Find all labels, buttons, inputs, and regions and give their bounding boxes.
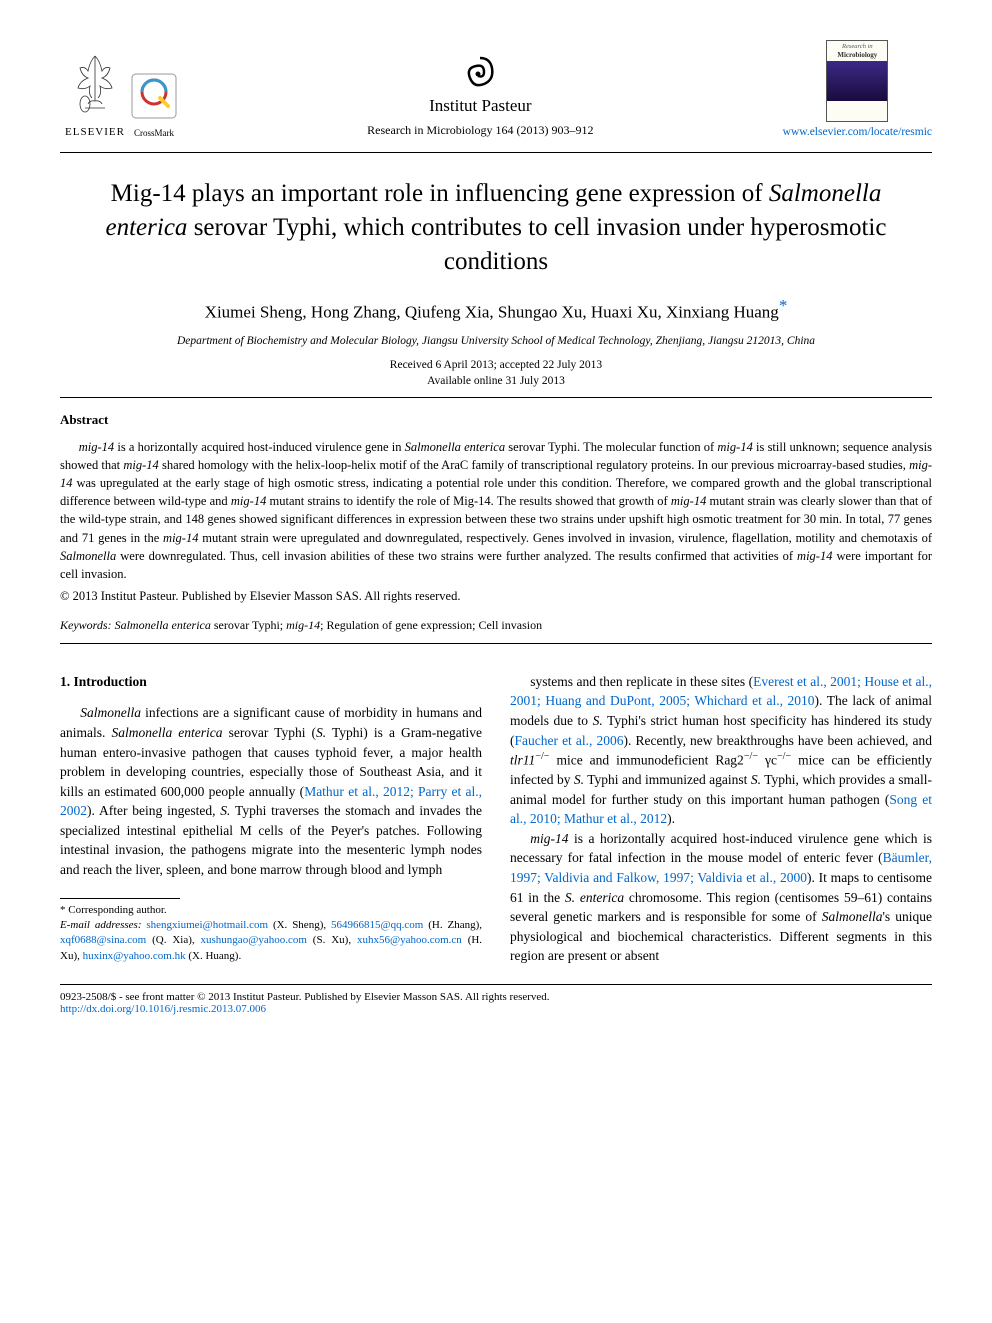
abstract-copyright: © 2013 Institut Pasteur. Published by El… xyxy=(60,589,932,604)
pasteur-spiral-icon xyxy=(458,52,502,96)
post-abstract-rule xyxy=(60,643,932,644)
pasteur-logo: Institut Pasteur xyxy=(390,49,570,119)
abstract-heading: Abstract xyxy=(60,412,932,428)
keywords-label: Keywords: xyxy=(60,618,112,632)
elsevier-logo-box: ELSEVIER xyxy=(60,46,130,138)
citation-journal: Research in Microbiology 164 (2013) 903–… xyxy=(367,123,593,137)
corresponding-author-label: * Corresponding author. xyxy=(60,903,482,918)
footnote-block: * Corresponding author. E-mail addresses… xyxy=(60,903,482,965)
email-hxu[interactable]: xuhx56@yahoo.com.cn xyxy=(357,934,462,946)
doi-link[interactable]: http://dx.doi.org/10.1016/j.resmic.2013.… xyxy=(60,1003,932,1015)
email-addresses: E-mail addresses: shengxiumei@hotmail.co… xyxy=(60,918,482,964)
intro-para-1-right: systems and then replicate in these site… xyxy=(510,672,932,829)
footnote-rule xyxy=(60,898,180,899)
header-rule xyxy=(60,152,932,153)
corresponding-mark[interactable]: * xyxy=(779,296,788,315)
footer-rule xyxy=(60,984,932,985)
crossmark-icon xyxy=(130,68,178,124)
email-zhang[interactable]: 564966815@qq.com xyxy=(331,919,423,931)
affiliation: Department of Biochemistry and Molecular… xyxy=(60,335,932,347)
email-sheng[interactable]: shengxiumei@hotmail.com xyxy=(146,919,268,931)
authors-line: Xiumei Sheng, Hong Zhang, Qiufeng Xia, S… xyxy=(60,296,932,323)
online-date: Available online 31 July 2013 xyxy=(60,375,932,387)
journal-cover-icon: Research in Microbiology xyxy=(826,40,888,122)
right-column: systems and then replicate in these site… xyxy=(510,672,932,966)
abstract-body: mig-14 is a horizontally acquired host-i… xyxy=(60,438,932,583)
pasteur-citation-block: Institut Pasteur Research in Microbiolog… xyxy=(178,49,783,138)
intro-heading: 1. Introduction xyxy=(60,672,482,692)
citation-line[interactable]: Research in Microbiology 164 (2013) 903–… xyxy=(367,123,593,138)
crossmark-logo-box[interactable]: CrossMark xyxy=(130,68,178,138)
email-xia[interactable]: xqf0688@sina.com xyxy=(60,934,146,946)
authors-text: Xiumei Sheng, Hong Zhang, Qiufeng Xia, S… xyxy=(205,303,779,322)
email-huang[interactable]: huxinx@yahoo.com.hk xyxy=(83,950,186,962)
crossmark-label: CrossMark xyxy=(134,128,174,138)
elsevier-tree-icon xyxy=(60,46,130,124)
elsevier-label: ELSEVIER xyxy=(65,126,125,138)
body-columns: 1. Introduction Salmonella infections ar… xyxy=(60,672,932,966)
received-accepted-date: Received 6 April 2013; accepted 22 July … xyxy=(60,359,932,371)
ref-song-mathur[interactable]: Song et al., 2010; Mathur et al., 2012 xyxy=(510,792,932,827)
journal-cover-box: Research in Microbiology www.elsevier.co… xyxy=(783,40,932,138)
header-logos-row: ELSEVIER CrossMark Institut Pasteur Rese… xyxy=(60,40,932,138)
article-title: Mig-14 plays an important role in influe… xyxy=(80,177,912,278)
cover-text2: Microbiology xyxy=(827,51,887,59)
email-sxu[interactable]: xushungao@yahoo.com xyxy=(201,934,307,946)
footer-copyright: 0923-2508/$ - see front matter © 2013 In… xyxy=(60,991,932,1003)
locate-link[interactable]: www.elsevier.com/locate/resmic xyxy=(783,126,932,138)
ref-baumler-valdivia[interactable]: Bäumler, 1997; Valdivia and Falkow, 1997… xyxy=(510,850,932,885)
ref-everest-etal[interactable]: Everest et al., 2001; House et al., 2001… xyxy=(510,674,932,709)
cover-text1: Research in xyxy=(827,43,887,50)
pasteur-label: Institut Pasteur xyxy=(429,96,531,116)
left-column: 1. Introduction Salmonella infections ar… xyxy=(60,672,482,966)
email-label: E-mail addresses: xyxy=(60,919,141,931)
pre-abstract-rule xyxy=(60,397,932,398)
keywords-line: Keywords: Salmonella enterica serovar Ty… xyxy=(60,618,932,633)
intro-para-2-right: mig-14 is a horizontally acquired host-i… xyxy=(510,829,932,966)
ref-faucher[interactable]: Faucher et al., 2006 xyxy=(515,733,624,748)
intro-para-1-left: Salmonella infections are a significant … xyxy=(60,703,482,879)
ref-mathur-parry[interactable]: Mathur et al., 2012; Parry et al., 2002 xyxy=(60,784,482,819)
